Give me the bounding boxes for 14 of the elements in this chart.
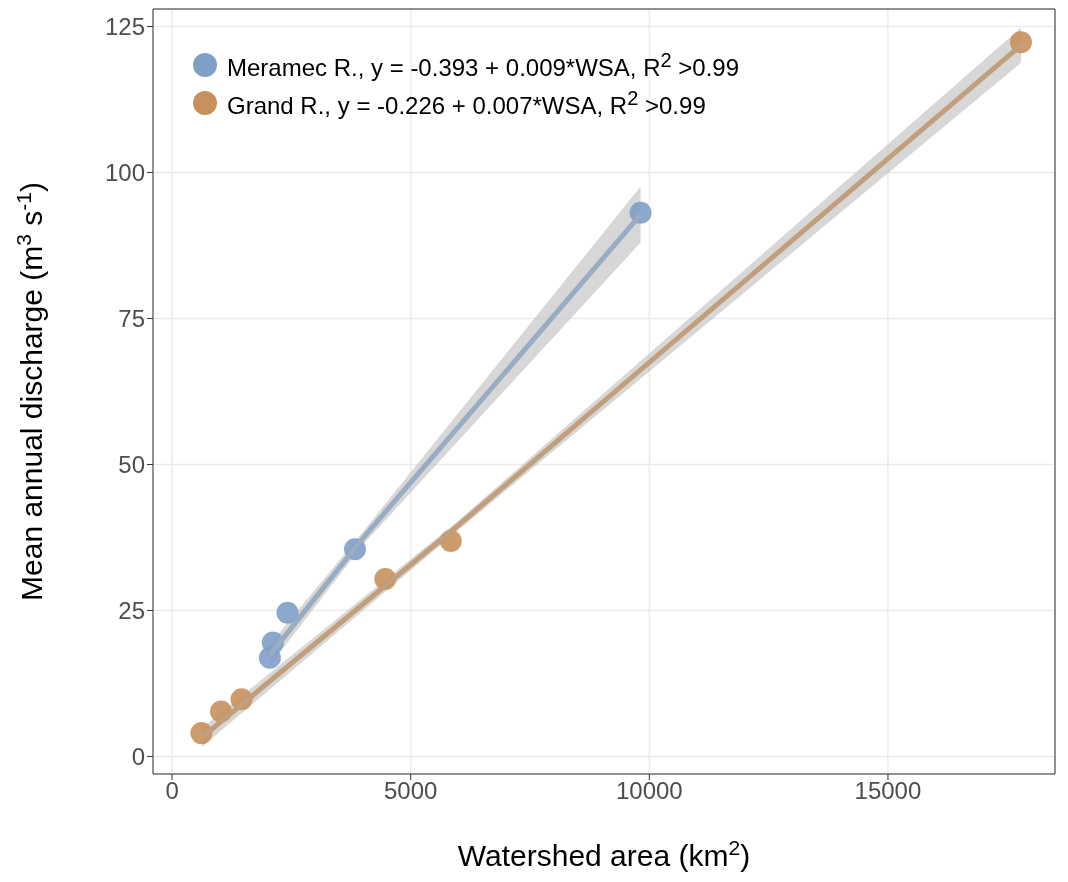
- y-tick-label: 100: [104, 159, 145, 187]
- x-tick-label: 5000: [384, 777, 438, 805]
- y-tick-label: 25: [118, 597, 145, 625]
- x-tick-label: 15000: [854, 777, 922, 805]
- x-tick-label: 10000: [615, 777, 683, 805]
- point: [276, 601, 299, 624]
- y-tick-label: 0: [131, 743, 145, 770]
- y-tick-label: 125: [104, 13, 145, 41]
- x-axis-title: Watershed area (km$^{2}$): [457, 835, 751, 872]
- y-tick-label: 75: [118, 305, 145, 333]
- x-tick-label: 0: [165, 777, 179, 805]
- y-tick-label: 50: [118, 451, 145, 479]
- legend-label: Meramec R., y = -0.393 + 0.009*WSA, R$^{2}$ >0.99: [227, 48, 740, 82]
- legend-label: Grand R., y = -0.226 + 0.007*WSA, R$^{2}$ >0.99: [227, 86, 706, 120]
